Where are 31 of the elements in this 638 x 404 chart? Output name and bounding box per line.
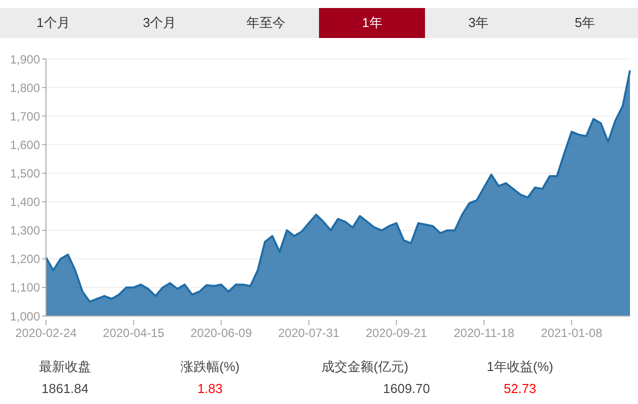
y-tick-label: 1,400 [10, 195, 40, 210]
text: 52.73 [502, 381, 538, 396]
text: 成交金额(亿元) [320, 358, 410, 376]
y-tick-label: 1,500 [10, 166, 40, 180]
text: 1年收益(%) [486, 358, 554, 376]
x-tick-label: 2020-02-24 [15, 326, 78, 340]
x-tick-label: 2020-07-31 [278, 326, 340, 340]
text: 最新收盘 [38, 358, 92, 376]
x-tick-label: 2020-06-09 [190, 326, 252, 340]
text: 1861.84 [40, 381, 90, 396]
y-tick-label: 1,300 [10, 224, 40, 238]
y-tick-label: 1,100 [10, 280, 40, 295]
text: 年至今 [245, 14, 286, 32]
text: 1.83 [196, 381, 224, 396]
x-tick-label: 2021-01-08 [540, 326, 603, 340]
text: 1609.70 [382, 381, 430, 396]
x-tick-label: 2020-09-21 [366, 326, 428, 340]
y-tick-label: 1,600 [10, 138, 40, 152]
text: 5年 [574, 14, 596, 32]
x-tick-label: 2020-04-15 [102, 326, 165, 340]
text: 3年 [467, 14, 490, 32]
y-tick-label: 1,800 [10, 80, 40, 95]
text: 涨跌幅(%) [179, 358, 241, 376]
x-tick-label: 2020-11-18 [454, 326, 515, 340]
text: 1个月 [36, 14, 71, 32]
y-tick-label: 1,900 [10, 52, 40, 66]
y-tick-label: 1,200 [10, 252, 40, 266]
y-tick-label: 1,000 [10, 309, 40, 324]
y-tick-label: 1,700 [10, 109, 40, 124]
text: 3个月 [142, 14, 178, 32]
text: 1年 [318, 8, 426, 38]
